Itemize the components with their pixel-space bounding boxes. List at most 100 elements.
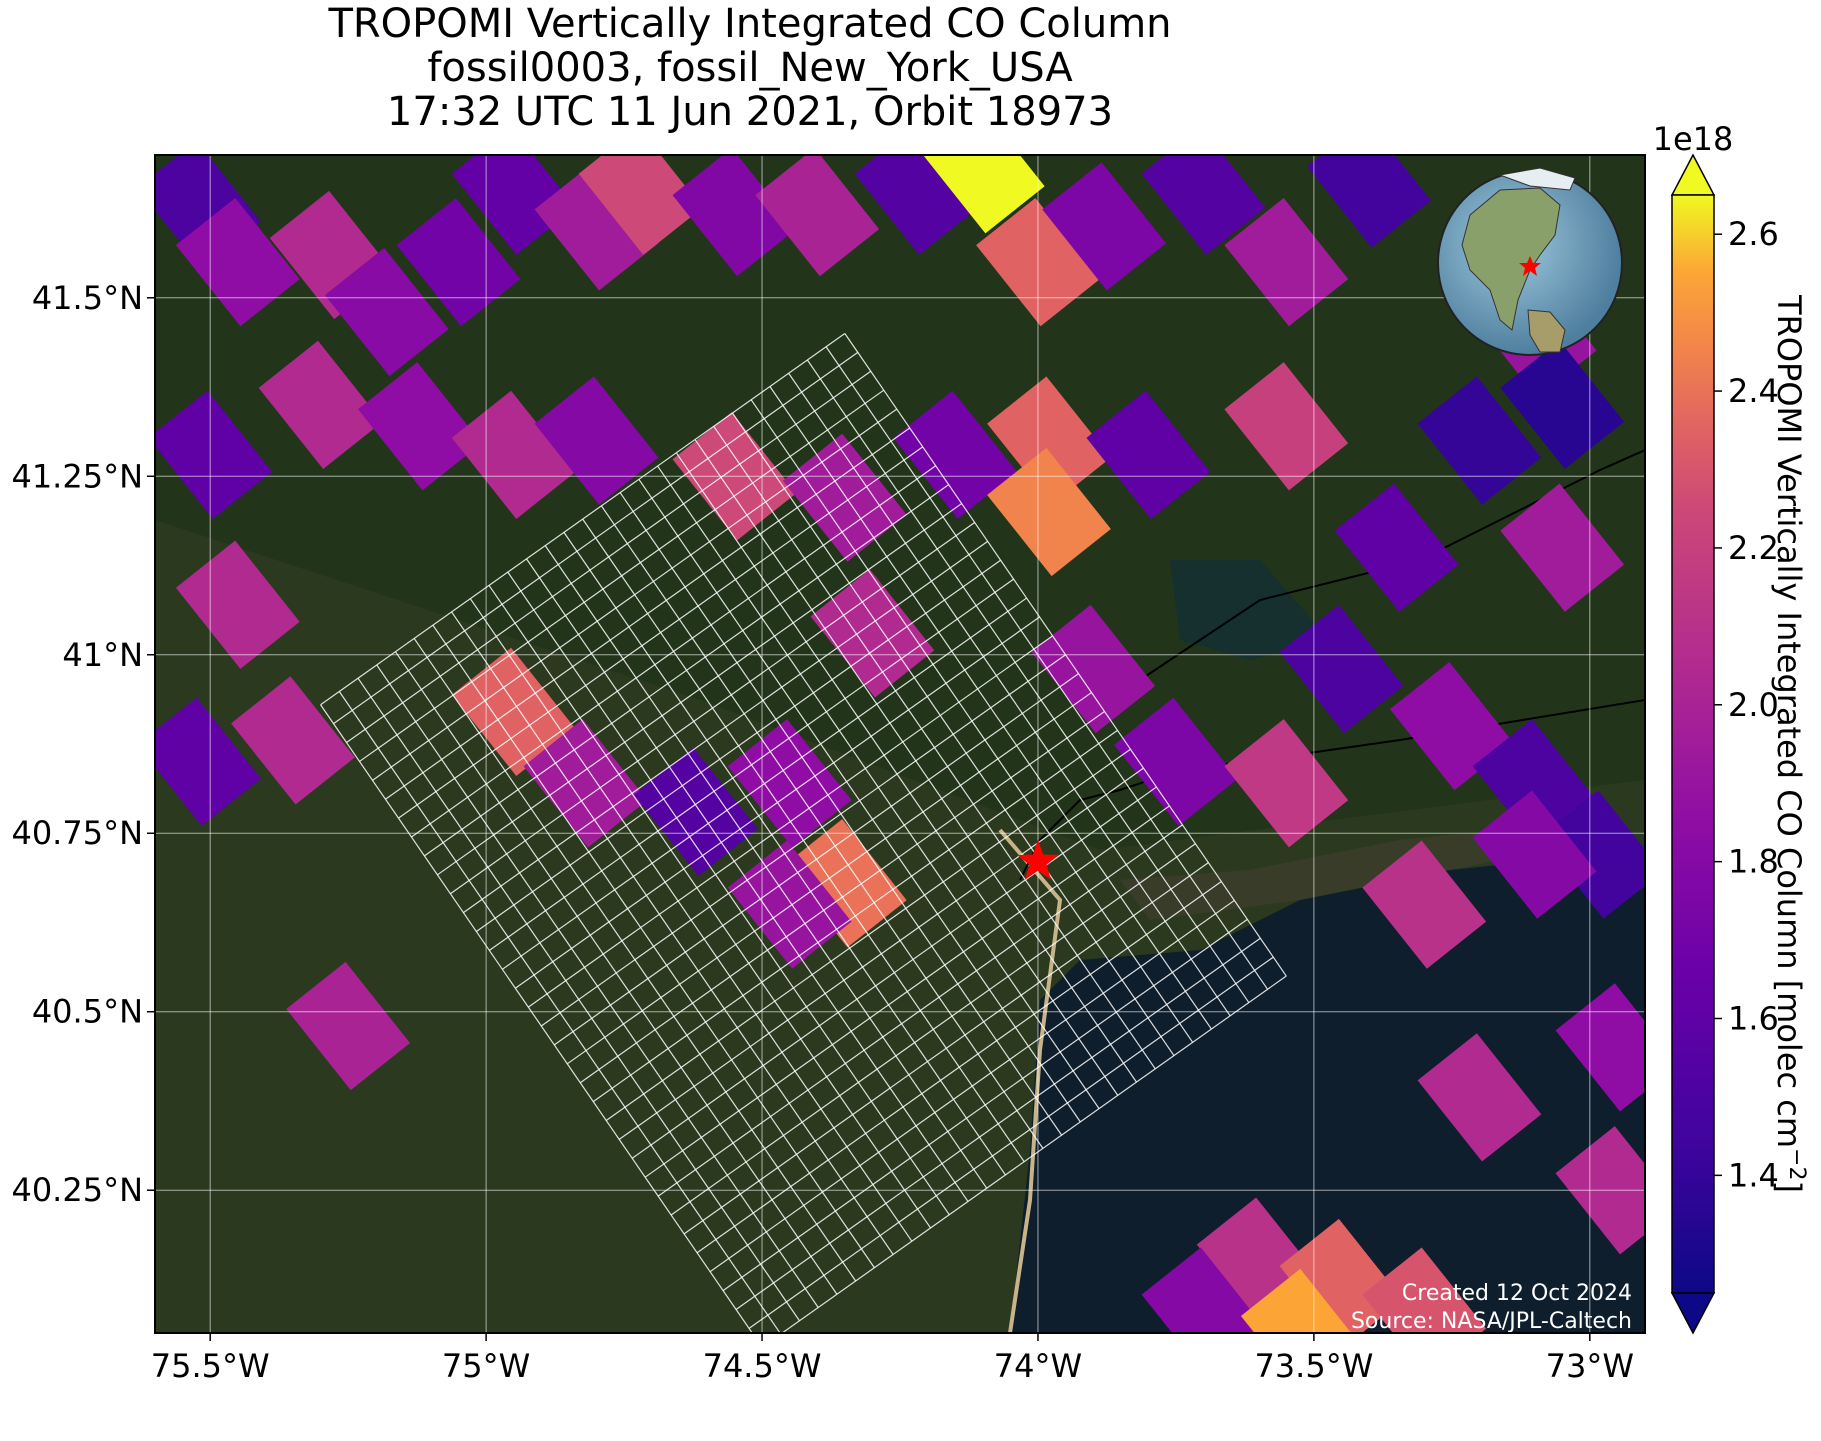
co-pixel <box>451 155 576 255</box>
co-pixel <box>451 647 576 776</box>
x-axis-ticks: 75.5°W 75°W 74.5°W 74°W 73.5°W 73°W <box>151 1333 1634 1385</box>
y-tick-label: 41.5°N <box>32 279 143 317</box>
co-pixel <box>755 155 880 277</box>
colorbar-tick-label: 2.4 <box>1728 372 1779 410</box>
co-pixel <box>175 540 300 669</box>
co-pixel <box>286 961 411 1091</box>
footprint-line <box>501 597 1027 970</box>
inset-globe <box>1437 167 1623 356</box>
chart-title: TROPOMI Vertically Integrated CO Column <box>328 1 1172 47</box>
co-pixel <box>633 747 758 876</box>
footprint-line <box>527 635 1053 1008</box>
x-tick-label: 75.5°W <box>151 1347 270 1385</box>
colorbar-multiplier: 1e18 <box>1653 120 1734 158</box>
co-pixel <box>523 719 648 848</box>
co-pixel <box>727 719 852 848</box>
footprint-line <box>540 654 1066 1027</box>
x-tick-label: 74.5°W <box>703 1347 822 1385</box>
co-pixel <box>1224 362 1349 491</box>
footprint-line <box>696 881 1222 1254</box>
co-pixel <box>1240 1268 1352 1333</box>
co-pixel <box>923 155 1045 234</box>
x-tick-label: 73°W <box>1546 1347 1634 1385</box>
co-pixel <box>987 376 1111 505</box>
footprint-line <box>631 786 1157 1159</box>
footprint-line <box>579 710 1105 1084</box>
long-island <box>1120 830 1500 920</box>
co-pixel <box>1224 197 1349 327</box>
co-pixel <box>534 376 659 505</box>
colorbar-gradient <box>1671 194 1715 1294</box>
co-pixel <box>1417 1033 1542 1162</box>
globe-star-icon <box>1519 256 1541 276</box>
y-tick-label: 40.25°N <box>11 1171 143 1209</box>
footprint-line <box>709 899 1235 1273</box>
footprint-line <box>437 503 963 876</box>
footprint-line <box>592 729 1118 1103</box>
footprint-line <box>605 748 1131 1121</box>
coastline-nj <box>998 828 1063 1333</box>
co-pixel <box>1500 340 1625 469</box>
footprint-line <box>618 767 1144 1140</box>
footprint-line <box>463 540 988 914</box>
chart-subtitle-source: fossil0003, fossil_New_York_USA <box>427 45 1073 91</box>
co-pixel <box>1362 840 1487 969</box>
co-pixel <box>1417 376 1542 505</box>
footprint-line <box>489 578 1014 951</box>
co-pixel <box>672 155 797 277</box>
credit-created: Created 12 Oct 2024 <box>1402 1281 1632 1306</box>
colorbar-extend-min <box>1670 1292 1716 1335</box>
globe-north-america <box>1461 187 1561 331</box>
co-pixel <box>324 247 449 377</box>
co-pixel <box>1114 697 1238 826</box>
colorbar-extend-max <box>1670 153 1716 196</box>
footprint-line <box>450 521 976 895</box>
footprint-line <box>514 616 1040 989</box>
map-frame <box>154 154 1646 1334</box>
colorbar-tick-label: 1.6 <box>1728 1000 1779 1038</box>
footprint-line <box>320 704 753 1333</box>
y-tick-label: 41.25°N <box>11 457 143 495</box>
footprint-line <box>385 427 911 800</box>
footprint-line <box>657 824 1183 1197</box>
footprint-line <box>735 937 1261 1310</box>
x-tick-label: 75°W <box>442 1347 530 1385</box>
footprint-line <box>553 673 1079 1046</box>
y-tick-label: 40.5°N <box>32 993 143 1031</box>
co-pixel <box>1086 390 1211 519</box>
co-pixel <box>1141 155 1266 255</box>
colorbar-ticks: 1.4 1.6 1.8 2.0 2.2 2.4 2.6 <box>1714 215 1779 1194</box>
colorbar-label-exponent: −2 <box>1785 1148 1810 1180</box>
co-pixel <box>1538 790 1645 919</box>
co-pixel <box>987 447 1111 577</box>
x-tick-label: 74°W <box>994 1347 1082 1385</box>
footprint-line <box>372 408 898 781</box>
colorbar-label: TROPOMI Vertically Integrated CO Column … <box>1770 294 1810 1193</box>
footprint-line <box>320 332 846 706</box>
basemap-forest <box>155 155 1645 850</box>
footprint-line <box>359 389 885 762</box>
co-pixel <box>1472 719 1597 848</box>
colorbar-tick-label: 2.0 <box>1728 686 1779 724</box>
co-pixel-layer <box>155 155 1645 1333</box>
co-pixel <box>175 197 300 327</box>
footprint-line <box>644 805 1170 1178</box>
y-axis-ticks: 41.5°N 41.25°N 41°N 40.75°N 40.5°N 40.25°N <box>11 279 155 1209</box>
co-pixel <box>396 197 521 327</box>
colorbar-label-end: ] <box>1770 1180 1808 1192</box>
colorbar-tick-label: 2.6 <box>1728 215 1779 253</box>
footprint-line <box>346 370 872 744</box>
co-pixel <box>451 390 576 519</box>
co-pixel <box>810 569 935 698</box>
map-area: Created 12 Oct 2024 Source: NASA/JPL-Cal… <box>155 155 1645 1333</box>
co-pixel <box>1042 162 1167 291</box>
x-tick-label: 73.5°W <box>1254 1347 1373 1385</box>
co-pixel <box>231 676 355 805</box>
footprint-line <box>333 351 859 725</box>
co-pixel <box>155 697 262 826</box>
target-star-marker <box>1017 839 1059 880</box>
co-pixel <box>155 390 273 519</box>
target-footprint-grid <box>320 332 1287 1333</box>
y-tick-label: 41°N <box>62 636 143 674</box>
